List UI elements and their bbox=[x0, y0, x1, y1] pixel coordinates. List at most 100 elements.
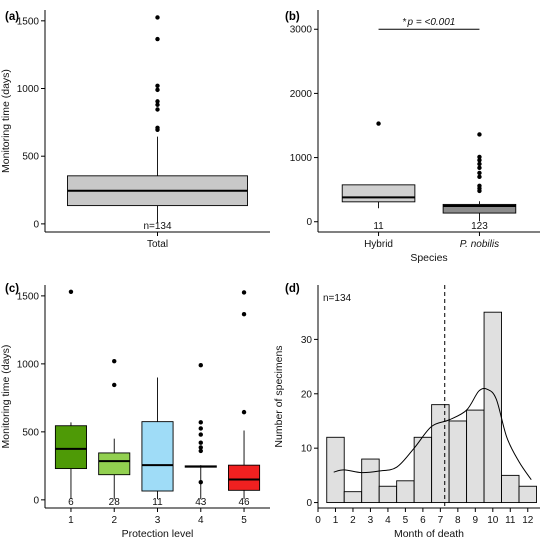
n-label: 46 bbox=[238, 497, 250, 508]
panel-label: (d) bbox=[285, 283, 300, 295]
y-tick-label: 1500 bbox=[17, 291, 40, 302]
y-tick-label: 1500 bbox=[17, 16, 40, 27]
x-tick-label: P. nobilis bbox=[460, 239, 499, 250]
significance-star: * bbox=[403, 17, 407, 28]
y-tick-label: 500 bbox=[22, 427, 39, 438]
y-tick-label: 1000 bbox=[17, 84, 40, 95]
outlier-point bbox=[155, 36, 160, 42]
y-axis-title: Number of specimens bbox=[273, 345, 285, 447]
x-axis-title: Species bbox=[410, 252, 447, 264]
y-tick-label: 10 bbox=[301, 444, 313, 455]
outlier-point bbox=[241, 290, 247, 295]
panel-a: (a) 0 500 1000 1500 Monitoring time (days) n=1… bbox=[0, 10, 270, 250]
y-tick-label: 500 bbox=[22, 152, 39, 163]
histogram-bar bbox=[343, 491, 363, 504]
x-tick-label: Hybrid bbox=[364, 239, 393, 250]
x-tick-label: 3 bbox=[368, 515, 374, 526]
x-axis-title: Month of death bbox=[394, 528, 464, 538]
histogram-bar bbox=[361, 458, 380, 504]
outlier-point bbox=[477, 161, 482, 167]
box-4: 43 bbox=[184, 363, 217, 508]
y-tick-label: 3000 bbox=[290, 25, 313, 36]
histogram-bar bbox=[448, 420, 468, 504]
box-1: 6 bbox=[54, 289, 87, 508]
x-tick-label: 1 bbox=[333, 515, 339, 526]
histogram-bar bbox=[466, 409, 485, 504]
x-tick-label: 12 bbox=[522, 515, 534, 526]
histogram-bar bbox=[431, 404, 450, 504]
y-tick-label: 0 bbox=[306, 217, 312, 228]
outlier-point bbox=[155, 107, 160, 112]
y-tick-label: 2000 bbox=[290, 89, 313, 100]
x-tick-label: 6 bbox=[420, 515, 426, 526]
box-hybrid: 11 bbox=[341, 121, 416, 232]
outlier-point bbox=[376, 121, 381, 126]
density-curve bbox=[333, 387, 532, 480]
x-tick-label: 7 bbox=[438, 515, 444, 526]
panel-c: (c) 0 500 1000 1500 Monitoring time (days) 6 1 2… bbox=[0, 283, 270, 538]
outlier-point bbox=[477, 165, 482, 171]
box-body bbox=[54, 425, 87, 470]
box-5: 46 bbox=[228, 290, 261, 508]
box-body bbox=[442, 203, 517, 214]
outlier-point bbox=[198, 445, 203, 450]
box-body bbox=[228, 464, 261, 491]
n-label: 11 bbox=[152, 497, 163, 508]
y-axis-title: Monitoring time (days) bbox=[0, 69, 12, 173]
outlier-point bbox=[155, 102, 160, 107]
box-3: 11 bbox=[141, 377, 174, 508]
n-label: 6 bbox=[68, 497, 74, 508]
box-body bbox=[141, 421, 174, 492]
n-label: 11 bbox=[373, 221, 384, 232]
outlier-point bbox=[155, 15, 160, 20]
outlier-point bbox=[198, 420, 203, 425]
x-tick-label: 8 bbox=[455, 515, 461, 526]
y-tick-label: 0 bbox=[33, 495, 39, 506]
n-annotation: n=134 bbox=[323, 293, 352, 304]
outlier-point bbox=[241, 409, 247, 415]
panel-label: (a) bbox=[5, 11, 19, 23]
y-tick-label: 30 bbox=[301, 335, 313, 346]
y-tick-label: 0 bbox=[306, 498, 312, 509]
y-tick-label: 20 bbox=[301, 389, 313, 400]
n-label: 123 bbox=[471, 221, 488, 232]
panel-label: (b) bbox=[285, 11, 300, 23]
histogram-bar bbox=[378, 485, 398, 504]
outlier-point bbox=[198, 448, 203, 454]
n-label: 43 bbox=[195, 497, 207, 508]
box-total: n=134 bbox=[67, 15, 248, 232]
outlier-point bbox=[112, 358, 117, 364]
panel-label: (c) bbox=[5, 283, 19, 295]
outlier-point bbox=[68, 289, 74, 294]
box-pnobilis: 123 bbox=[442, 132, 517, 232]
significance-label: *p = <0.001 bbox=[403, 17, 456, 28]
x-tick-label: 0 bbox=[315, 515, 321, 526]
outlier-point bbox=[198, 363, 203, 368]
outlier-point bbox=[198, 426, 203, 431]
x-tick-label: 11 bbox=[505, 515, 516, 526]
y-tick-label: 1000 bbox=[290, 153, 313, 164]
histogram-bar bbox=[518, 485, 537, 504]
outlier-point bbox=[155, 83, 160, 89]
y-axis-title: Monitoring time (days) bbox=[0, 345, 12, 449]
x-tick-label: 5 bbox=[403, 515, 409, 526]
box-body bbox=[341, 184, 416, 203]
outlier-point bbox=[155, 127, 160, 132]
outlier-point bbox=[198, 432, 203, 437]
box-body bbox=[98, 452, 131, 476]
histogram-bar bbox=[483, 311, 502, 504]
outlier-point bbox=[198, 479, 203, 485]
x-tick-label: 4 bbox=[385, 515, 391, 526]
histogram-bar bbox=[396, 480, 415, 504]
x-tick-label: 2 bbox=[350, 515, 356, 526]
panel-b: (b) 0 1000 2000 3000 11 Hybrid 123 P. nobilis Spe… bbox=[285, 10, 540, 264]
outlier-point bbox=[155, 87, 160, 93]
x-tick-label: 10 bbox=[487, 515, 499, 526]
y-tick-label: 1000 bbox=[17, 359, 40, 370]
histogram-bar bbox=[501, 474, 520, 504]
x-axis-title: Protection level bbox=[122, 528, 194, 538]
x-tick-label: 4 bbox=[198, 515, 204, 526]
